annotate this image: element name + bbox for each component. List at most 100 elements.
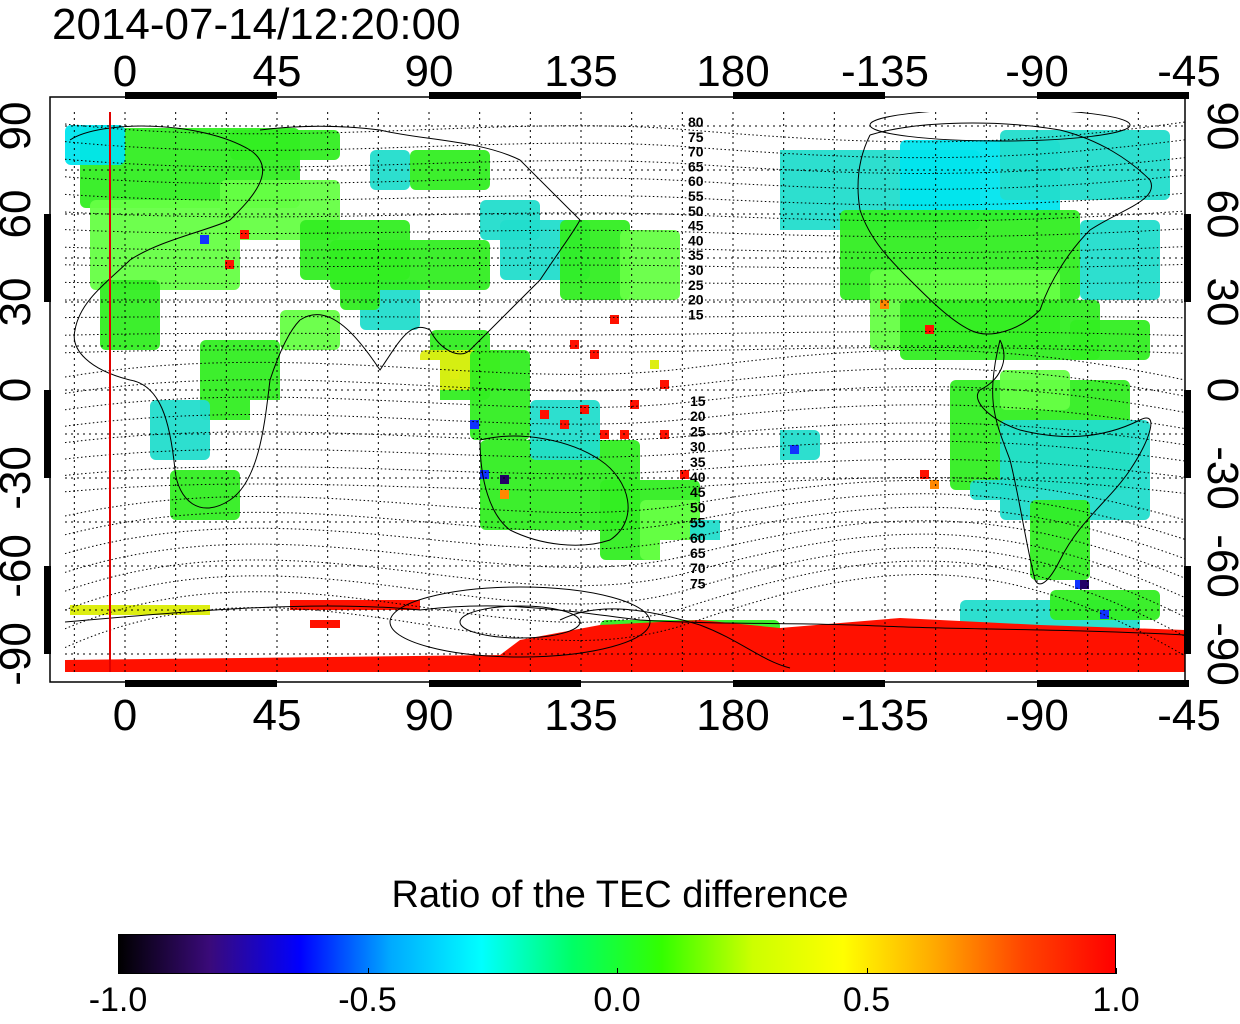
frame-bar-top	[733, 92, 885, 99]
coastline-segment	[65, 605, 1185, 636]
tec-ratio-pixel	[590, 350, 599, 359]
contour-label: 40	[690, 469, 706, 485]
map-frame	[49, 96, 1186, 683]
tec-ratio-patch	[1050, 590, 1160, 620]
lon-tick-label-top: 180	[696, 47, 769, 96]
contour-label: 75	[688, 129, 704, 145]
frame-bar-right	[1184, 566, 1191, 654]
no-data-gap	[820, 360, 880, 430]
magnetic-contour	[65, 547, 1185, 618]
tec-ratio-patch	[170, 470, 240, 520]
lat-tick-label-left: 0	[0, 378, 40, 402]
magnetic-contour	[65, 315, 1185, 319]
tec-ratio-patch	[150, 400, 210, 460]
tec-ratio-pixel	[600, 430, 609, 439]
colorbar-tick-label: 1.0	[1092, 981, 1140, 1019]
lat-tick-label-left: 30	[0, 278, 40, 327]
frame-bar-top	[125, 92, 277, 99]
tec-ratio-patch	[900, 300, 1100, 360]
contour-label: 55	[688, 188, 704, 204]
tec-ratio-patch	[1080, 220, 1160, 300]
lon-tick-label-bottom: -90	[1005, 691, 1069, 740]
magnetic-contour	[65, 458, 1185, 478]
magnetic-latitude-contours	[65, 112, 1185, 658]
lat-tick-label-left: -60	[0, 534, 40, 598]
lon-tick-label-top: -45	[1157, 47, 1221, 96]
frame-tick-bars	[44, 92, 1191, 687]
lat-tick-label-left: -30	[0, 446, 40, 510]
magnetic-contour	[65, 331, 1185, 337]
polar-contour	[459, 605, 581, 639]
tec-ratio-patch	[65, 618, 1185, 672]
contour-label: 45	[688, 218, 704, 234]
magnetic-contour	[65, 479, 1185, 521]
magnetic-contour	[65, 139, 1185, 159]
frame-bar-top	[1037, 92, 1189, 99]
magnetic-contour	[65, 493, 1185, 540]
colorbar-tick-label: 0.0	[593, 981, 641, 1019]
no-data-gap	[660, 540, 740, 580]
contour-label: 40	[688, 232, 704, 248]
tec-ratio-pixel	[450, 370, 459, 379]
magnetic-contour	[65, 192, 1185, 206]
tec-ratio-pixel	[680, 470, 689, 479]
magnetic-contour	[65, 349, 1185, 381]
frame-bar-left	[44, 566, 51, 654]
tec-ratio-pixel	[200, 235, 209, 244]
magnetic-contour	[65, 477, 1185, 494]
magnetic-contour	[65, 574, 1185, 657]
coastline-segment	[299, 219, 581, 371]
contour-label: 20	[690, 408, 706, 424]
magnetic-contour	[65, 560, 1185, 637]
contour-label: 30	[690, 439, 706, 455]
tec-ratio-patch	[970, 480, 1010, 500]
contour-label: 25	[688, 277, 704, 293]
colorbar-tick-mark	[118, 968, 119, 974]
contour-label: 25	[690, 423, 706, 439]
tec-ratio-pixel	[500, 490, 509, 499]
contour-label: 80	[688, 114, 704, 130]
tec-ratio-pixel	[540, 410, 549, 419]
colorbar-tick-label: -1.0	[88, 981, 148, 1019]
coastline	[65, 122, 1185, 669]
tec-ratio-patch	[1000, 420, 1150, 520]
lat-tick-label-right: 30	[1198, 278, 1240, 327]
lat-tick-label-right: -30	[1198, 446, 1240, 510]
contour-label: 60	[690, 530, 706, 546]
tec-ratio-pixel	[240, 230, 249, 239]
magnetic-contour	[65, 533, 1185, 599]
frame-bar-left	[44, 390, 51, 478]
frame-bar-bottom	[125, 680, 277, 687]
contour-label: 55	[690, 515, 706, 531]
tec-ratio-pixel	[660, 380, 669, 389]
magnetic-contour	[65, 174, 1185, 190]
coastline-segment	[559, 608, 791, 669]
magnetic-contour	[65, 157, 1185, 174]
tec-map: 8075706560555045403530252015152025303540…	[0, 47, 1240, 740]
lon-tick-label-bottom: -135	[841, 691, 929, 740]
coastline-segment	[857, 122, 1153, 335]
lat-tick-label-left: 60	[0, 190, 40, 239]
magnetic-contour	[65, 440, 1185, 462]
magnetic-contour	[65, 281, 1185, 285]
tec-ratio-patch	[530, 400, 600, 460]
lon-tick-label-top: 45	[253, 47, 302, 96]
tec-ratio-pixel	[570, 340, 579, 349]
lon-tick-label-top: 90	[405, 47, 454, 96]
lon-tick-label-bottom: 135	[544, 691, 617, 740]
contour-label: 35	[690, 454, 706, 470]
contour-label: 60	[688, 173, 704, 189]
coastline-segment	[259, 125, 581, 221]
colorbar-tick-mark	[617, 968, 618, 974]
tec-ratio-pixel	[225, 260, 234, 269]
lat-tick-label-right: -60	[1198, 534, 1240, 598]
lat-tick-label-left: 90	[0, 102, 40, 151]
magnetic-contour	[65, 346, 1185, 354]
no-data-gap	[720, 120, 780, 600]
contour-label: 15	[690, 393, 706, 409]
magnetic-contour	[65, 367, 1185, 397]
tec-ratio-patch	[1030, 500, 1090, 580]
tec-ratio-patch	[330, 240, 490, 290]
no-data-gap	[65, 540, 560, 600]
frame-bar-right	[1184, 390, 1191, 478]
